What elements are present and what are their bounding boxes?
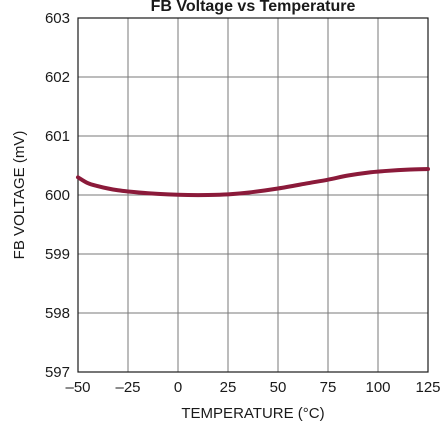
grid-lines xyxy=(77,17,429,373)
y-tick-label: 603 xyxy=(45,10,70,27)
series-layer xyxy=(76,167,430,198)
x-tick-label: 25 xyxy=(220,379,237,396)
y-tick-label: 601 xyxy=(45,128,70,145)
y-axis-title: FB VOLTAGE (mV) xyxy=(11,131,28,260)
x-axis-title: TEMPERATURE (°C) xyxy=(181,405,324,422)
fb-voltage-series-line xyxy=(76,167,430,198)
y-tick-label: 599 xyxy=(45,246,70,263)
y-tick-label: 600 xyxy=(45,187,70,204)
x-tick-label: 0 xyxy=(174,379,182,396)
plot-frame xyxy=(77,17,429,373)
chart-title: FB Voltage vs Temperature xyxy=(151,0,356,15)
y-tick-label: 597 xyxy=(45,364,70,381)
x-tick-label: 50 xyxy=(270,379,287,396)
y-tick-label: 602 xyxy=(45,69,70,86)
y-tick-label: 598 xyxy=(45,305,70,322)
x-tick-label: –50 xyxy=(65,379,90,396)
y-tick-labels: 597 598 599 600 601 602 603 xyxy=(45,10,70,381)
x-tick-label: 75 xyxy=(320,379,337,396)
x-tick-label: 100 xyxy=(365,379,390,396)
x-tick-label: 125 xyxy=(415,379,440,396)
x-tick-label: –25 xyxy=(115,379,140,396)
x-tick-labels: –50 –25 0 25 50 75 100 125 xyxy=(65,379,440,396)
